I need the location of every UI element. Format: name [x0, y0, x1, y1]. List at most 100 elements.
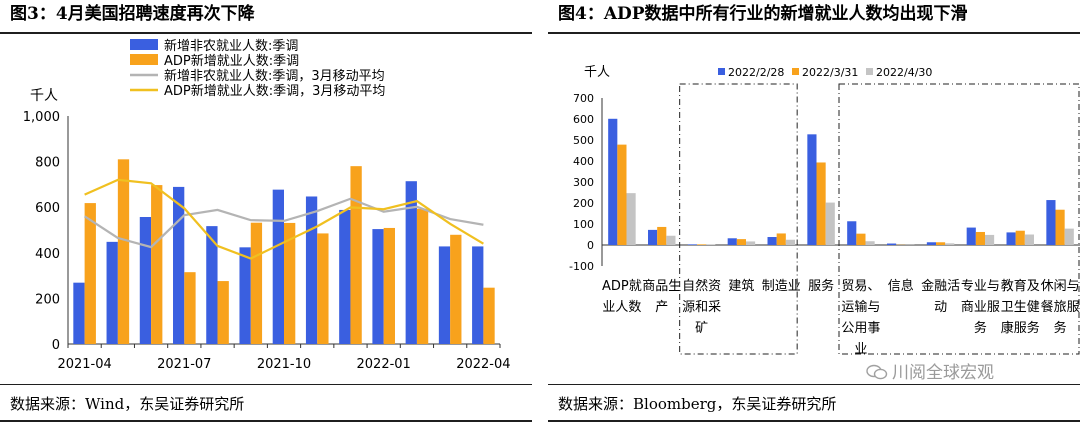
left-y-tick-label: 600: [35, 201, 60, 216]
right-y-tick-label: 700: [573, 92, 594, 105]
right-category-label-trade: 运输与: [841, 299, 880, 315]
watermark: 川阅全球宏观: [866, 358, 994, 383]
left-legend-swatch: [130, 54, 158, 65]
left-bar-adp: [416, 208, 429, 344]
left-legend-label: ADP新增就业人数:季调，3月移动平均: [164, 83, 385, 99]
right-category-label-goods: 产: [655, 300, 668, 315]
left-y-tick-label: 800: [35, 156, 60, 171]
right-category-label-mining: 自然资: [682, 278, 721, 294]
right-bar-2022-2-28: [608, 118, 618, 245]
right-chart-panel: 图4：ADP数据中所有行业的新增就业人数均出现下滑 千人 -100 0 100 200 3…: [548, 0, 1080, 423]
right-category-label-trade: 公用事: [841, 321, 880, 336]
left-legend-label: ADP新增就业人数:季调: [164, 53, 299, 69]
right-bar-2022-3-31: [936, 242, 946, 245]
left-bar-adp: [184, 272, 196, 344]
right-bar-2022-3-31: [617, 144, 627, 245]
right-bar-2022-2-28: [807, 134, 817, 245]
left-bar-adp: [450, 234, 462, 344]
right-bar-2022-2-28: [648, 229, 658, 245]
right-y-tick-label: -100: [569, 260, 594, 273]
left-y-tick-label: 400: [35, 247, 60, 262]
left-bar-nonfarm: [239, 247, 251, 344]
right-category-label-leisure: 餐旅服: [1041, 299, 1080, 315]
right-bar-2022-3-31: [1015, 230, 1025, 245]
right-category-label-professional: 务: [974, 320, 987, 336]
right-y-tick-label: 200: [573, 197, 594, 210]
left-legend-swatch: [130, 39, 158, 50]
right-y-tick-label: 100: [573, 218, 594, 231]
right-category-label-adp: 业人数: [602, 300, 641, 315]
right-bar-2022-4-30: [626, 193, 636, 245]
left-bar-nonfarm: [139, 217, 152, 344]
left-bar-adp: [284, 222, 296, 344]
right-bar-2022-2-28: [1046, 200, 1056, 245]
right-legend-label: 2022/4/30: [876, 66, 932, 79]
left-bar-adp: [250, 222, 263, 344]
left-bar-adp: [84, 203, 96, 344]
right-bar-2022-2-28: [767, 237, 777, 245]
left-bar-nonfarm: [339, 209, 351, 344]
right-bar-2022-3-31: [657, 226, 667, 245]
right-legend-swatch: [718, 68, 725, 75]
left-chart-panel: 图3：4月美国招聘速度再次下降 千人 0 200 400 600 800 1,000 2021…: [0, 0, 532, 423]
left-y-tick-label: 1,000: [23, 110, 60, 125]
right-bottom-rule: [548, 420, 1080, 422]
left-legend-label: 新增非农就业人数:季调: [164, 38, 298, 54]
left-bar-adp: [350, 166, 362, 344]
right-bar-2022-4-30: [785, 239, 795, 245]
right-category-label-education: 康服务: [1001, 320, 1040, 336]
left-legend-label: 新增非农就业人数:季调，3月移动平均: [164, 68, 385, 84]
right-bar-2022-3-31: [697, 244, 707, 245]
left-title-rule: [0, 32, 532, 34]
right-legend-label: 2022/3/31: [802, 66, 858, 79]
right-bar-2022-4-30: [745, 241, 756, 245]
left-bar-nonfarm: [472, 246, 484, 344]
right-bar-2022-3-31: [736, 239, 746, 245]
right-bar-2022-4-30: [945, 243, 955, 245]
right-category-label-professional: 专业与: [961, 279, 1000, 294]
right-legend-label: 2022/2/28: [728, 66, 784, 79]
watermark-text: 川阅全球宏观: [892, 363, 994, 383]
right-category-label-adp: ADP就: [602, 279, 642, 294]
right-category-label-mining: 源和采: [682, 300, 721, 315]
right-bar-2022-2-28: [847, 221, 857, 245]
left-bar-nonfarm: [173, 186, 185, 344]
right-bar-2022-4-30: [1024, 234, 1034, 245]
right-legend-swatch: [792, 68, 799, 75]
left-y-tick-label: 200: [35, 292, 60, 307]
right-bar-2022-4-30: [1064, 228, 1074, 245]
right-bar-2022-2-28: [1006, 232, 1016, 245]
right-group-box-goods: [679, 83, 798, 355]
right-chart-svg: 千人 -100 0 100 200 300 400 500 600 700 ADP就业人数商品生产自…: [569, 65, 1080, 357]
right-bar-2022-2-28: [727, 238, 737, 245]
right-bar-2022-2-28: [966, 227, 976, 245]
left-bar-adp: [217, 281, 229, 344]
left-x-tick-label: 2022-04: [456, 357, 510, 372]
left-bottom-rule: [0, 420, 532, 422]
left-bar-nonfarm: [305, 196, 318, 344]
left-bar-adp: [151, 185, 163, 344]
right-chart-title: 图4：ADP数据中所有行业的新增就业人数均出现下滑: [558, 4, 968, 24]
left-bar-adp: [117, 159, 130, 344]
right-category-label-education: 卫生健: [1001, 300, 1040, 315]
left-bar-nonfarm: [106, 241, 118, 344]
left-bar-nonfarm: [272, 189, 284, 344]
right-category-label-construction: 建筑: [728, 278, 754, 294]
right-y-tick-label: 300: [573, 176, 594, 189]
right-title-rule: [548, 32, 1080, 34]
right-bar-2022-3-31: [816, 162, 826, 245]
left-chart-svg: 千人 0 200 400 600 800 1,000 2021-04 2021-07 2021-1…: [23, 38, 511, 372]
left-bar-nonfarm: [405, 181, 417, 344]
left-source-rule: [0, 384, 532, 385]
right-bar-2022-3-31: [975, 231, 985, 245]
left-line-nonfarm-3m-avg: [84, 197, 484, 249]
right-category-label-manufacturing: 制造业: [762, 279, 801, 294]
right-category-label-goods: 商品生: [642, 279, 681, 294]
right-y-tick-label: 600: [573, 113, 594, 126]
left-chart-title: 图3：4月美国招聘速度再次下降: [10, 4, 255, 24]
right-category-label-information: 信息: [888, 278, 914, 294]
right-bar-2022-2-28: [687, 244, 698, 245]
right-bar-2022-3-31: [856, 233, 866, 245]
right-category-label-leisure: 休闲与: [1041, 279, 1080, 294]
left-x-tick-label: 2021-04: [57, 357, 111, 372]
